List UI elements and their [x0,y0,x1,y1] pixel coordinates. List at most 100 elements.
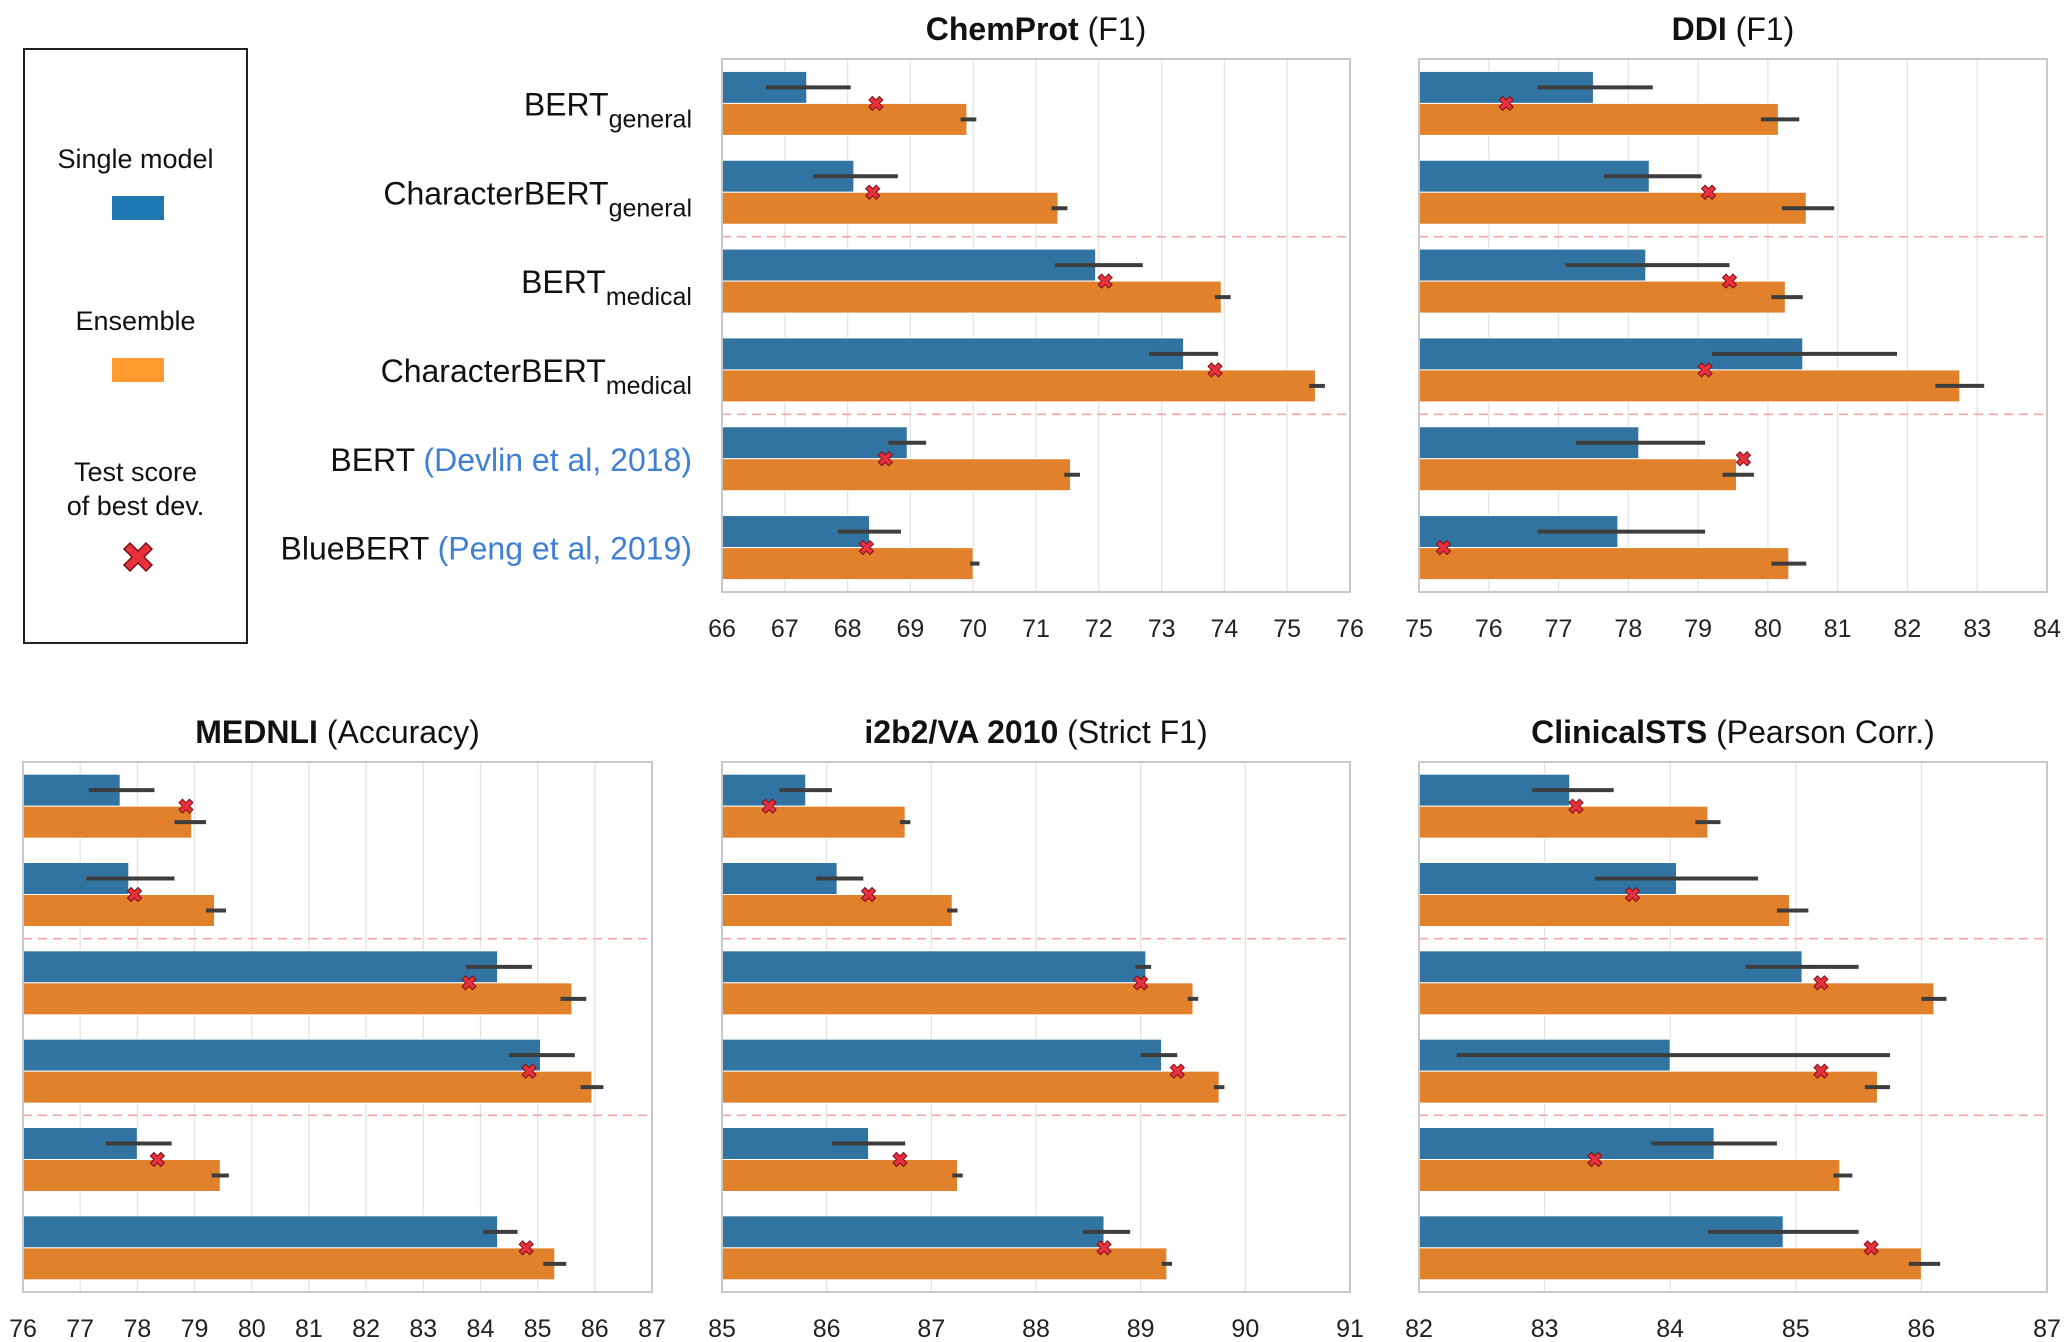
panel-frame [721,58,1351,593]
test-score-marker [1721,273,1738,289]
test-score-marker [1207,362,1223,378]
x-tick-label: 83 [409,1315,437,1342]
test-score-marker [1813,1063,1829,1079]
bar-ensemble [721,369,1316,403]
x-tick-label: 87 [2033,1315,2061,1342]
x-tick-label: 75 [1273,615,1301,643]
bar-ensemble [1418,369,1961,403]
x-tick-label: 75 [1405,615,1433,643]
test-score-marker [868,95,884,112]
bar-ensemble [1418,102,1779,136]
bar-ensemble [721,894,953,927]
test-score-marker [1587,1151,1603,1168]
bar-single [22,950,499,984]
bar-ensemble [1418,894,1791,927]
bar-ensemble [1418,191,1807,225]
bar-ensemble [721,102,968,136]
test-score-marker [1624,886,1641,903]
x-tick-label: 74 [1210,615,1238,643]
x-tick-label: 80 [238,1315,266,1342]
legend-ensemble-swatch [112,358,164,382]
x-tick-label: 82 [352,1315,380,1342]
bar-ensemble [22,982,573,1016]
x-tick-label: 86 [1907,1315,1935,1342]
chart-title: ClinicalSTS (Pearson Corr.) [1531,714,1935,750]
x-tick-label: 82 [1894,615,1922,643]
x-tick-label: 73 [1148,615,1176,643]
x-tick-label: 87 [917,1315,945,1342]
x-tick-label: 67 [771,615,799,643]
test-score-marker [1132,975,1149,991]
x-tick-label: 79 [181,1315,209,1342]
x-tick-label: 76 [1475,615,1503,643]
bar-single [721,1215,1105,1249]
bar-ensemble [721,280,1222,314]
chart-title: i2b2/VA 2010 (Strict F1) [864,714,1207,750]
legend-single-label: Single model [57,144,214,174]
x-tick-label: 76 [1336,615,1364,643]
x-tick-label: 78 [1614,615,1642,643]
test-score-marker [892,1151,908,1168]
test-score-marker [1169,1063,1186,1079]
legend-test-label-1: Test score [73,457,198,487]
x-tick-label: 83 [1531,1315,1559,1342]
model-label: CharacterBERTmedical [381,353,692,400]
bar-ensemble [721,1070,1220,1104]
x-tick-label: 88 [1022,1315,1050,1342]
legend-single-swatch [112,196,164,220]
x-tick-label: 91 [1336,1315,1364,1342]
x-tick-label: 81 [1824,615,1852,643]
x-tick-label: 71 [1022,615,1050,643]
bar-ensemble [721,547,974,581]
x-tick-label: 85 [708,1315,736,1342]
bar-ensemble [22,894,216,927]
test-score-marker [521,1063,537,1079]
x-tick-label: 77 [66,1315,94,1342]
legend-ensemble-label: Ensemble [75,306,196,336]
test-score-marker [518,1240,534,1256]
legend: Single model Ensemble Test score of best… [23,48,248,644]
chart-title: ChemProt (F1) [926,11,1146,47]
test-score-marker [1813,975,1829,991]
x-tick-label: 84 [467,1315,495,1342]
bar-single [22,1038,541,1072]
test-score-marker [1863,1240,1879,1256]
panel-frame [721,761,1351,1293]
x-tick-label: 76 [9,1315,37,1342]
test-score-marker [1435,539,1452,556]
test-score-marker [461,975,477,991]
model-label: BlueBERT (Peng et al, 2019) [280,531,692,567]
bar-ensemble [22,1159,221,1192]
x-tick-label: 86 [813,1315,841,1342]
x-tick-label: 77 [1545,615,1573,643]
bar-ensemble [721,805,906,839]
test-score-marker [1096,1240,1112,1256]
test-score-marker [126,886,143,903]
test-score-marker [178,798,194,814]
test-score-marker [1735,451,1752,467]
test-score-marker [858,539,875,556]
bar-single [721,337,1185,371]
x-tick-label: 72 [1085,615,1113,643]
panel-frame [22,761,653,1293]
chart-title: MEDNLI (Accuracy) [195,714,479,750]
x-tick-label: 84 [1656,1315,1684,1342]
x-tick-label: 79 [1684,615,1712,643]
test-score-marker [149,1151,166,1168]
legend-test-label-2: of best dev. [66,491,205,521]
x-tick-label: 85 [524,1315,552,1342]
bar-ensemble [1418,1070,1878,1104]
x-tick-label: 83 [1963,615,1991,643]
bar-ensemble [721,458,1072,492]
bar-ensemble [22,1247,556,1281]
test-score-marker [865,184,881,200]
x-tick-label: 70 [959,615,987,643]
bar-ensemble [721,1159,958,1192]
test-score-marker [1568,798,1584,814]
x-tick-label: 86 [581,1315,609,1342]
model-label: BERTgeneral [524,86,692,133]
bar-ensemble [22,805,193,839]
test-score-marker [761,798,777,814]
bar-ensemble [22,1070,593,1104]
